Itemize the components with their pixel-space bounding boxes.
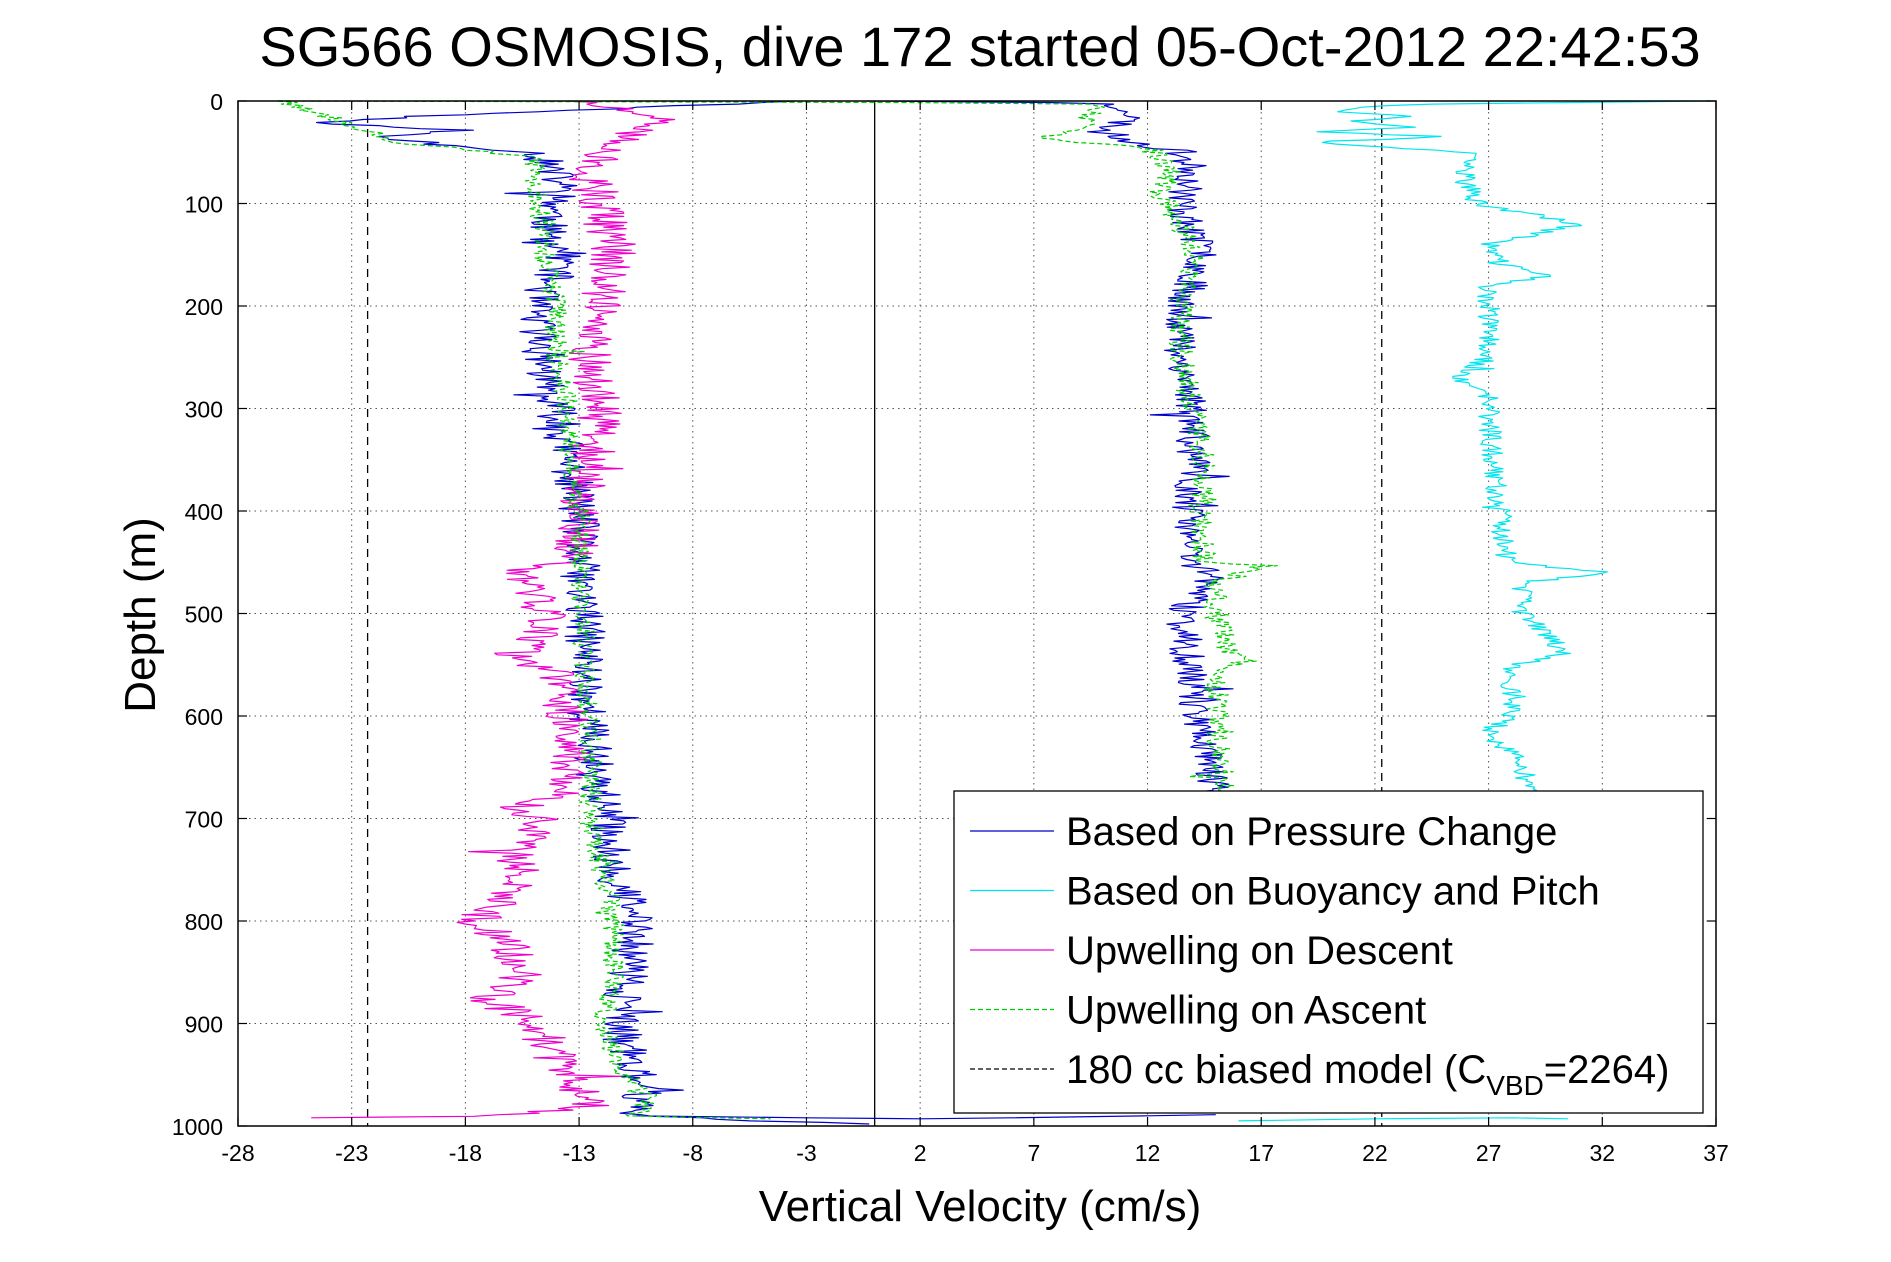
x-tick-label: -8 bbox=[683, 1140, 703, 1166]
series-buoyancy_bottom bbox=[1238, 1117, 1569, 1122]
x-tick-label: 12 bbox=[1135, 1140, 1161, 1166]
y-tick-label: 200 bbox=[185, 294, 223, 320]
series-pressure_descent bbox=[316, 100, 870, 1125]
y-tick-label: 1000 bbox=[172, 1114, 223, 1140]
legend-label: Based on Pressure Change bbox=[1066, 810, 1557, 854]
legend: Based on Pressure Change Based on Buoyanc… bbox=[953, 790, 1704, 1114]
legend-label-suffix: =2264) bbox=[1544, 1048, 1670, 1092]
chart-title: SG566 OSMOSIS, dive 172 started 05-Oct-2… bbox=[259, 15, 1700, 78]
x-tick-label: -3 bbox=[796, 1140, 816, 1166]
x-tick-label: 17 bbox=[1248, 1140, 1274, 1166]
y-axis-label: Depth (m) bbox=[116, 517, 165, 713]
x-tick-label: 37 bbox=[1703, 1140, 1729, 1166]
x-tick-label: -13 bbox=[562, 1140, 595, 1166]
legend-box bbox=[953, 790, 1704, 1114]
y-tick-label: 900 bbox=[185, 1012, 223, 1038]
series-upwelling_descent bbox=[311, 100, 676, 1119]
x-tick-label: 22 bbox=[1362, 1140, 1388, 1166]
y-tick-label: 500 bbox=[185, 602, 223, 628]
y-tick-label: 0 bbox=[210, 89, 223, 115]
y-tick-label: 600 bbox=[185, 704, 223, 730]
series-upwelling_ascent bbox=[277, 100, 1278, 799]
x-tick-label: 27 bbox=[1476, 1140, 1502, 1166]
legend-label: Upwelling on Descent bbox=[1066, 929, 1453, 973]
series-buoyancy_ascent bbox=[1316, 100, 1711, 799]
x-tick-label: 7 bbox=[1027, 1140, 1040, 1166]
legend-label: Upwelling on Ascent bbox=[1066, 989, 1426, 1033]
x-tick-label: -28 bbox=[221, 1140, 254, 1166]
x-tick-label: -18 bbox=[449, 1140, 482, 1166]
series-upwelling_descent_top bbox=[278, 100, 771, 1120]
y-tick-label: 100 bbox=[185, 192, 223, 218]
x-tick-label: 2 bbox=[914, 1140, 927, 1166]
axis-ticks: -28 -23 -18 -13 -8 -3 2 7 12 17 22 27 32 370100200300… bbox=[172, 89, 1729, 1166]
x-tick-label: 32 bbox=[1590, 1140, 1616, 1166]
legend-label-subscript: VBD bbox=[1486, 1070, 1544, 1101]
data-series bbox=[277, 100, 1711, 1125]
series-pressure_bottom bbox=[635, 1114, 1216, 1120]
y-tick-label: 300 bbox=[185, 397, 223, 423]
y-tick-label: 700 bbox=[185, 807, 223, 833]
y-tick-label: 800 bbox=[185, 909, 223, 935]
x-axis-label: Vertical Velocity (cm/s) bbox=[759, 1182, 1202, 1231]
x-tick-label: -23 bbox=[335, 1140, 368, 1166]
y-tick-label: 400 bbox=[185, 499, 223, 525]
legend-label: Based on Buoyancy and Pitch bbox=[1066, 870, 1600, 914]
